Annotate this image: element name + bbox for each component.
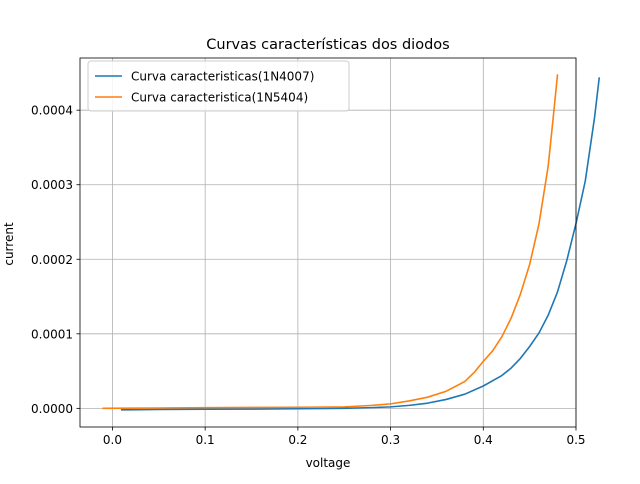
series-line-1n5404 xyxy=(102,74,559,410)
y-tick-label: 0.0000 xyxy=(31,402,73,416)
y-axis-label: current xyxy=(2,222,16,266)
y-tick-label: 0.0004 xyxy=(31,104,73,118)
x-axis-label: voltage xyxy=(306,456,351,470)
legend-label-1n5404: Curva caracteristica(1N5404) xyxy=(131,91,308,105)
legend-label-1n4007: Curva caracteristicas(1N4007) xyxy=(131,70,314,84)
legend-box xyxy=(87,60,350,112)
x-tick-label: 0.5 xyxy=(566,433,585,447)
legend: Curva caracteristicas(1N4007) Curva cara… xyxy=(87,60,350,112)
series-line-1n4007 xyxy=(120,77,601,411)
y-tick-label: 0.0003 xyxy=(31,178,73,192)
x-tick-label: 0.3 xyxy=(381,433,400,447)
series-layer xyxy=(102,74,601,411)
x-tick-label: 0.4 xyxy=(474,433,493,447)
tick-layer: 0.0 0.1 0.2 0.3 0.4 0.5 0.0000 0.0001 0.0002 0.00… xyxy=(31,104,586,447)
plot-frame xyxy=(79,57,577,428)
chart-title: Curvas características dos diodos xyxy=(206,37,449,53)
x-tick-label: 0.0 xyxy=(103,433,122,447)
y-tick-label: 0.0002 xyxy=(31,253,73,267)
y-tick-label: 0.0001 xyxy=(31,327,73,341)
x-tick-label: 0.1 xyxy=(196,433,215,447)
x-tick-label: 0.2 xyxy=(288,433,307,447)
